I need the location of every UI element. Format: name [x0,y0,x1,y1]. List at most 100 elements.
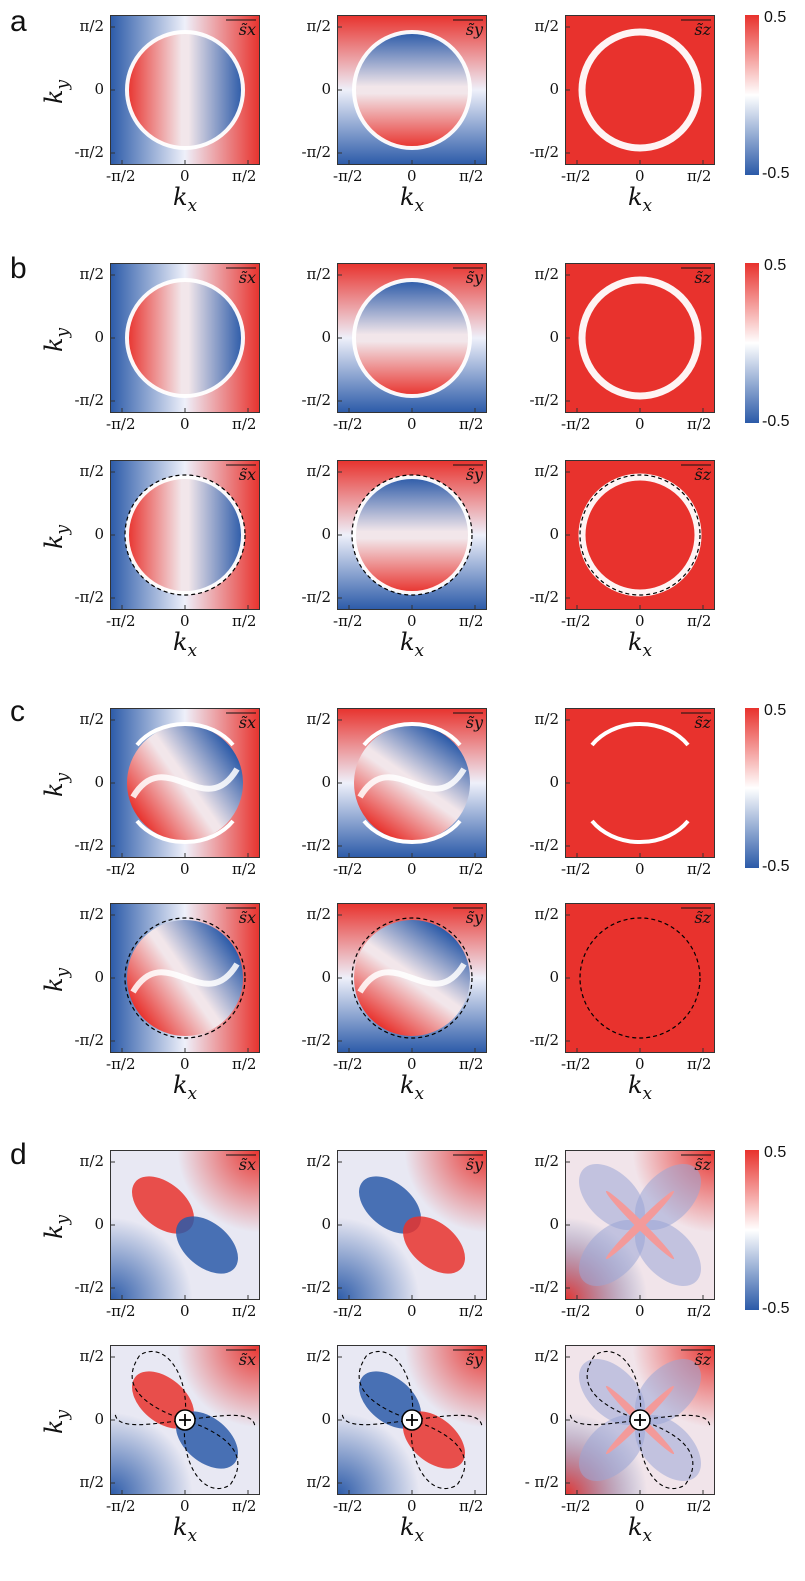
x-axis-label-main: k [628,628,643,656]
dashed-circle [351,917,473,1039]
x-tick-label: -π/2 [333,1302,363,1320]
y-axis-label: ky [40,80,73,104]
y-axis-label: ky [40,968,73,992]
colorbar-gradient [745,1150,759,1310]
x-tick-label: 0 [407,612,417,630]
y-axis-label-sub: y [52,772,73,783]
colorbar-min-label: -0.5 [762,1300,790,1317]
x-tick-label: π/2 [687,612,712,630]
y-axis-label-main: k [40,337,68,352]
component-label: s̃x [239,908,256,927]
s-divider [130,767,240,799]
y-tick-label: 0 [549,328,559,346]
x-axis-label: kx [173,1513,197,1546]
x-axis-label-sub: x [642,640,653,661]
component-label: s̃z [694,908,711,927]
x-tick-label: 0 [407,860,417,878]
x-axis-label-sub: x [187,1083,198,1104]
heatmap-b-top-sz: s̃z [565,263,715,413]
x-tick-label: π/2 [687,860,712,878]
y-axis-label: ky [40,1215,73,1239]
x-tick-label: π/2 [687,1055,712,1073]
arc-top [590,721,690,747]
heatmap-background [565,15,715,165]
colorbar-min-label: -0.5 [762,858,790,875]
component-label: s̃y [466,1155,484,1174]
y-tick-label: 0 [549,1410,559,1428]
component-label: s̃x [239,20,256,39]
colorbar-gradient [745,263,759,423]
y-tick-label: 0 [321,328,331,346]
panel-label-c: c [10,695,25,728]
colorbar-gradient [745,708,759,868]
dashed-circle [351,474,473,596]
x-tick-label: -π/2 [561,612,591,630]
ring [352,475,472,595]
x-axis-label-main: k [173,1071,188,1099]
y-tick-label: -π/2 [529,1031,559,1049]
x-tick-label: 0 [407,167,417,185]
y-tick-label: 0 [321,525,331,543]
y-tick-label: π/2 [79,265,104,283]
heatmap-c-top-sz: s̃z [565,708,715,858]
heatmap-c-bottom-sy: s̃y [337,903,487,1053]
y-tick-label: -π/2 [74,143,104,161]
component-label: s̃z [694,1155,711,1174]
y-axis-label-main: k [40,89,68,104]
y-tick-label: 0 [321,1410,331,1428]
dashed-lobe [411,1414,483,1429]
colorbar-max-label: 0.5 [764,257,787,274]
x-tick-label: -π/2 [333,860,363,878]
y-tick-label: π/2 [79,1347,104,1365]
inner-disk [354,280,470,396]
x-tick-label: 0 [635,860,645,878]
y-tick-label: π/2 [534,1347,559,1365]
x-tick-label: π/2 [232,167,257,185]
y-tick-label: π/2 [306,1152,331,1170]
x-tick-label: -π/2 [333,415,363,433]
y-tick-label: - π/2 [524,1473,559,1491]
colorbar [745,15,759,175]
component-label: s̃x [239,1155,256,1174]
x-tick-label: π/2 [232,612,257,630]
dashed-lobe [410,1419,466,1490]
x-axis-label: kx [173,628,197,661]
y-tick-label: π/2 [79,1473,104,1491]
ring [125,278,245,398]
heatmap-d-bottom-sy: s̃y [337,1345,487,1495]
s-divider [357,962,467,994]
dashed-circle [124,474,246,596]
dashed-lobe [358,1350,414,1421]
x-axis-label: kx [400,628,424,661]
y-tick-label: π/2 [534,1152,559,1170]
x-tick-label: -π/2 [561,1302,591,1320]
component-label: s̃y [466,908,484,927]
plus-icon [179,1414,191,1426]
heatmap-b-top-sx: s̃x [110,263,260,413]
x-axis-label: kx [628,183,652,216]
component-label: s̃x [239,465,256,484]
colorbar-max-label: 0.5 [764,1144,787,1161]
x-tick-label: 0 [180,415,190,433]
lobe [359,1176,421,1234]
x-axis-label-main: k [173,628,188,656]
x-axis-label: kx [400,183,424,216]
arc-bottom [362,819,462,845]
y-axis-label-sub: y [52,1409,73,1420]
x-tick-label: π/2 [459,167,484,185]
y-tick-label: 0 [549,525,559,543]
y-tick-label: -π/2 [74,588,104,606]
colorbar-min-label: -0.5 [762,165,790,182]
x-tick-label: 0 [635,612,645,630]
x-axis-label-sub: x [642,195,653,216]
x-tick-label: 0 [180,1302,190,1320]
y-tick-label: π/2 [534,710,559,728]
x-tick-label: -π/2 [106,1497,136,1515]
ring [578,276,702,400]
y-tick-label: π/2 [79,710,104,728]
y-tick-label: -π/2 [529,836,559,854]
heatmap-a-top-sy: s̃y [337,15,487,165]
heatmap-d-bottom-sz: s̃z [565,1345,715,1495]
x-tick-label: -π/2 [106,1302,136,1320]
